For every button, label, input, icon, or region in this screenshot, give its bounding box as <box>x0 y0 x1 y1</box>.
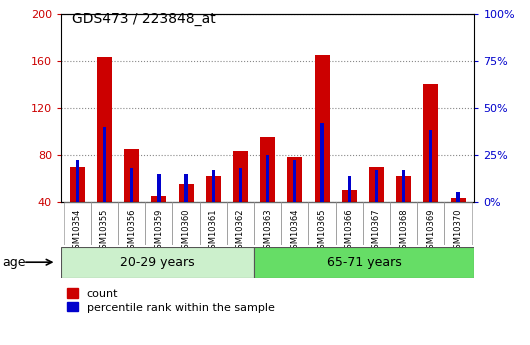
Bar <box>396 176 411 202</box>
Bar <box>335 202 363 245</box>
Bar <box>445 202 472 245</box>
Bar <box>363 202 390 245</box>
Bar <box>200 202 227 245</box>
Bar <box>308 202 335 245</box>
Text: GSM10356: GSM10356 <box>127 208 136 254</box>
Text: GSM10368: GSM10368 <box>399 208 408 254</box>
Text: GSM10355: GSM10355 <box>100 208 109 254</box>
Text: GSM10366: GSM10366 <box>344 208 354 254</box>
Text: GSM10365: GSM10365 <box>317 208 326 254</box>
Text: 65-71 years: 65-71 years <box>326 256 402 269</box>
Bar <box>456 193 460 202</box>
Text: GSM10354: GSM10354 <box>73 208 82 254</box>
Text: GSM10361: GSM10361 <box>209 208 218 254</box>
Text: 20-29 years: 20-29 years <box>120 256 195 269</box>
Bar <box>211 170 215 202</box>
Bar <box>260 137 275 202</box>
Bar <box>266 155 269 202</box>
Bar <box>130 168 134 202</box>
Bar <box>254 247 474 278</box>
Text: GSM10363: GSM10363 <box>263 208 272 254</box>
Bar <box>76 160 79 202</box>
Bar <box>152 196 166 202</box>
Bar <box>124 149 139 202</box>
Bar <box>64 202 91 245</box>
Bar <box>118 202 145 245</box>
Bar <box>184 174 188 202</box>
Bar <box>61 247 254 278</box>
Bar <box>293 160 296 202</box>
Bar <box>233 151 248 202</box>
Bar <box>206 176 220 202</box>
Text: GSM10359: GSM10359 <box>154 208 163 254</box>
Text: GSM10370: GSM10370 <box>454 208 463 254</box>
Text: GDS473 / 223848_at: GDS473 / 223848_at <box>72 12 215 26</box>
Text: age: age <box>3 256 26 269</box>
Bar <box>172 202 200 245</box>
Bar <box>342 190 357 202</box>
Bar <box>179 184 193 202</box>
Text: GSM10360: GSM10360 <box>182 208 191 254</box>
Bar <box>227 202 254 245</box>
Bar <box>70 167 85 202</box>
Bar <box>321 123 324 202</box>
Legend: count, percentile rank within the sample: count, percentile rank within the sample <box>66 288 275 313</box>
Bar <box>369 167 384 202</box>
Bar <box>281 202 308 245</box>
Bar <box>417 202 445 245</box>
Text: GSM10369: GSM10369 <box>426 208 435 254</box>
Bar <box>375 170 378 202</box>
Bar <box>423 84 438 202</box>
Bar <box>254 202 281 245</box>
Bar <box>157 174 161 202</box>
Bar <box>287 157 302 202</box>
Text: GSM10362: GSM10362 <box>236 208 245 254</box>
Text: GSM10364: GSM10364 <box>290 208 299 254</box>
Bar <box>402 170 405 202</box>
Bar <box>239 168 242 202</box>
Bar <box>103 127 106 202</box>
Bar <box>450 198 465 202</box>
Bar <box>429 130 432 202</box>
Bar <box>91 202 118 245</box>
Text: GSM10367: GSM10367 <box>372 208 381 254</box>
Bar <box>145 202 172 245</box>
Bar <box>348 176 351 202</box>
Bar <box>390 202 417 245</box>
Bar <box>97 57 112 202</box>
Bar <box>315 55 330 202</box>
